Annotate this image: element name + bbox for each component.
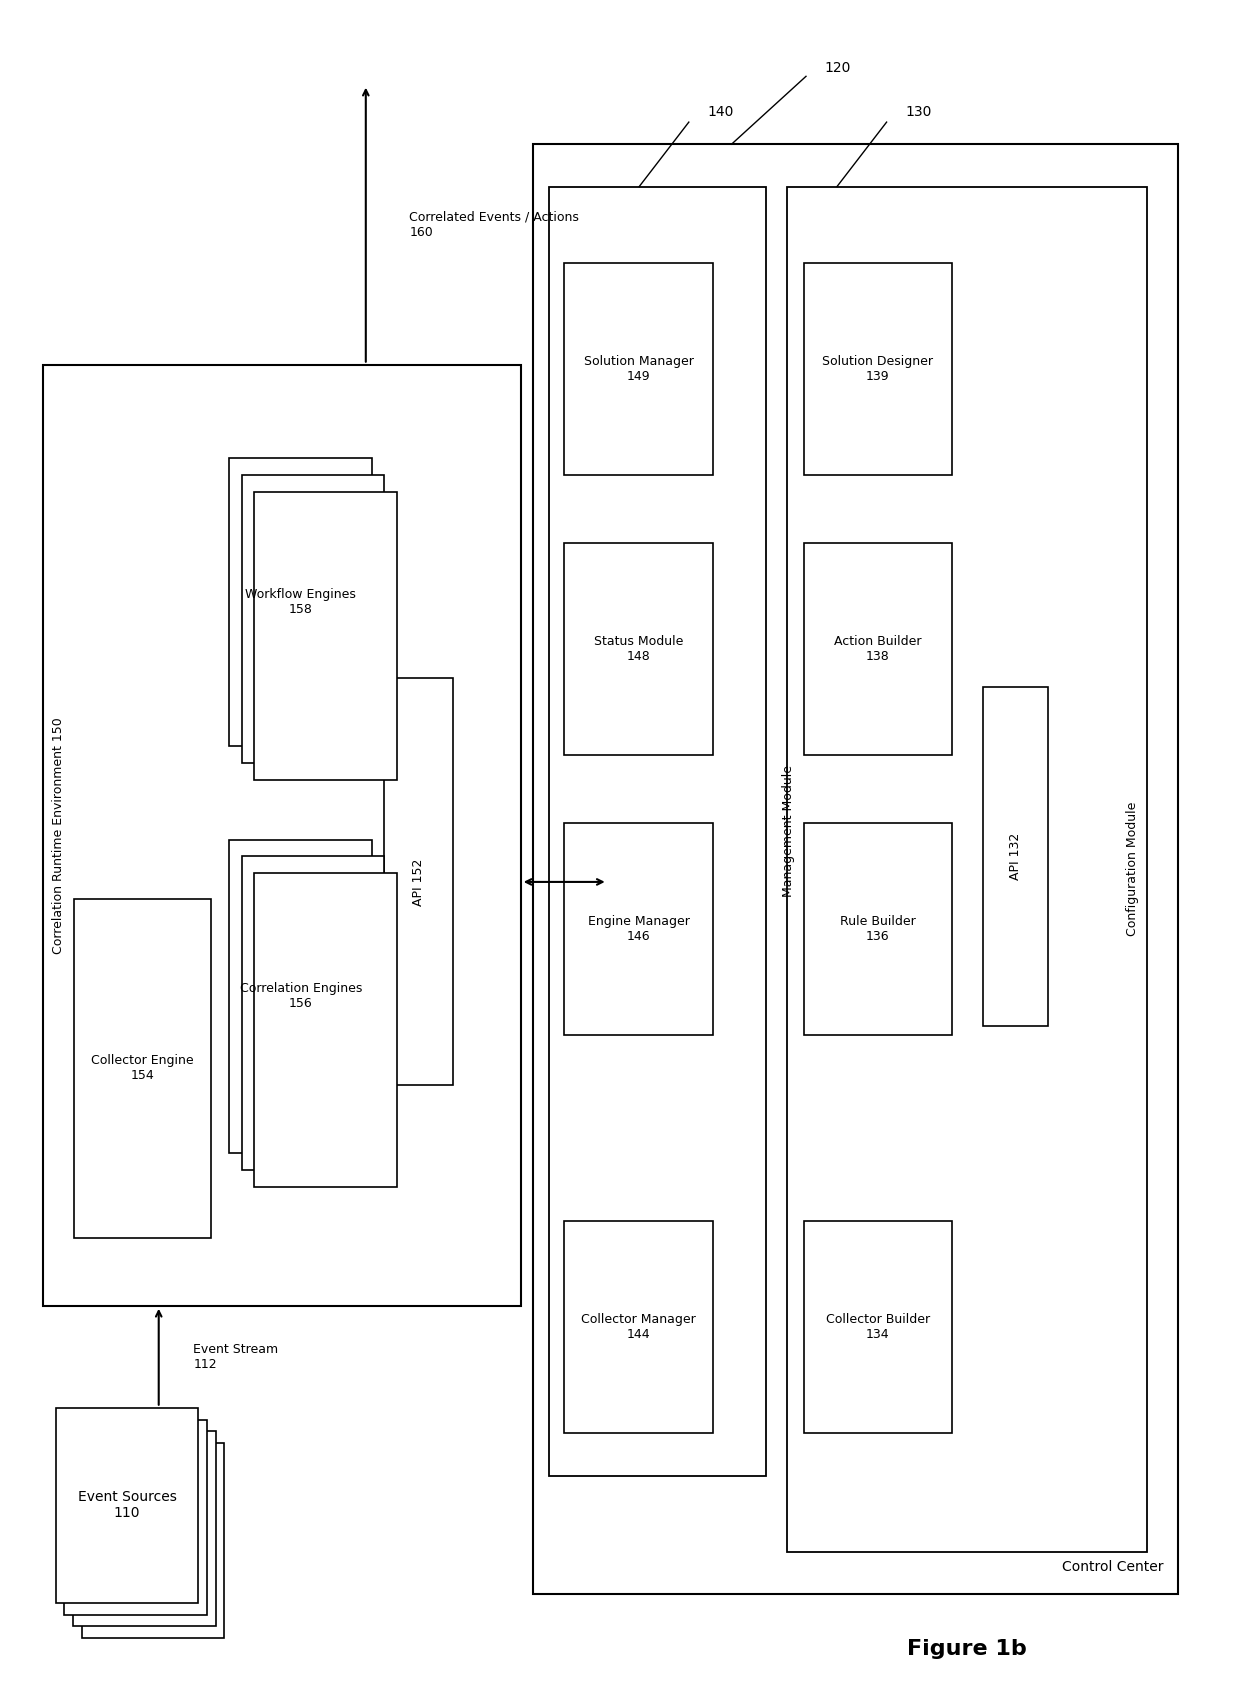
Text: Workflow Engines
158: Workflow Engines 158: [246, 589, 356, 616]
FancyBboxPatch shape: [229, 840, 372, 1153]
Text: Figure 1b: Figure 1b: [908, 1638, 1027, 1659]
Text: Configuration Module: Configuration Module: [1126, 802, 1138, 936]
FancyBboxPatch shape: [384, 678, 453, 1085]
FancyBboxPatch shape: [533, 144, 1178, 1594]
Text: Rule Builder
136: Rule Builder 136: [839, 914, 916, 943]
FancyBboxPatch shape: [549, 187, 766, 1476]
Text: Correlation Engines
156: Correlation Engines 156: [239, 982, 362, 1011]
FancyBboxPatch shape: [787, 187, 1147, 1552]
FancyBboxPatch shape: [254, 873, 397, 1187]
FancyBboxPatch shape: [43, 365, 521, 1306]
FancyBboxPatch shape: [804, 823, 952, 1035]
Text: Engine Manager
146: Engine Manager 146: [588, 914, 689, 943]
FancyBboxPatch shape: [983, 687, 1048, 1026]
FancyBboxPatch shape: [254, 492, 397, 780]
FancyBboxPatch shape: [242, 856, 384, 1170]
FancyBboxPatch shape: [804, 543, 952, 755]
Text: Correlated Events / Actions
160: Correlated Events / Actions 160: [409, 210, 579, 239]
Text: 140: 140: [707, 105, 734, 119]
Text: 120: 120: [825, 61, 851, 75]
FancyBboxPatch shape: [56, 1408, 198, 1603]
FancyBboxPatch shape: [242, 475, 384, 763]
FancyBboxPatch shape: [64, 1420, 207, 1615]
FancyBboxPatch shape: [82, 1443, 224, 1638]
FancyBboxPatch shape: [564, 823, 713, 1035]
Text: 130: 130: [905, 105, 931, 119]
Text: API 152: API 152: [412, 858, 425, 906]
Text: Event Stream
112: Event Stream 112: [193, 1343, 279, 1370]
Text: Control Center: Control Center: [1061, 1560, 1163, 1574]
FancyBboxPatch shape: [73, 1431, 216, 1626]
Text: Collector Builder
134: Collector Builder 134: [826, 1313, 930, 1342]
FancyBboxPatch shape: [564, 1221, 713, 1433]
FancyBboxPatch shape: [74, 899, 211, 1238]
Text: Correlation Runtime Environment 150: Correlation Runtime Environment 150: [52, 717, 64, 953]
Text: Event Sources
110: Event Sources 110: [78, 1491, 176, 1520]
Text: Management Module: Management Module: [782, 765, 795, 897]
Text: Collector Engine
154: Collector Engine 154: [92, 1055, 193, 1082]
Text: Solution Manager
149: Solution Manager 149: [584, 354, 693, 383]
Text: Collector Manager
144: Collector Manager 144: [582, 1313, 696, 1342]
FancyBboxPatch shape: [804, 1221, 952, 1433]
FancyBboxPatch shape: [229, 458, 372, 746]
Text: Action Builder
138: Action Builder 138: [835, 634, 921, 663]
Text: Solution Designer
139: Solution Designer 139: [822, 354, 934, 383]
FancyBboxPatch shape: [564, 263, 713, 475]
FancyBboxPatch shape: [564, 543, 713, 755]
Text: API 132: API 132: [1009, 833, 1022, 880]
Text: Status Module
148: Status Module 148: [594, 634, 683, 663]
FancyBboxPatch shape: [804, 263, 952, 475]
